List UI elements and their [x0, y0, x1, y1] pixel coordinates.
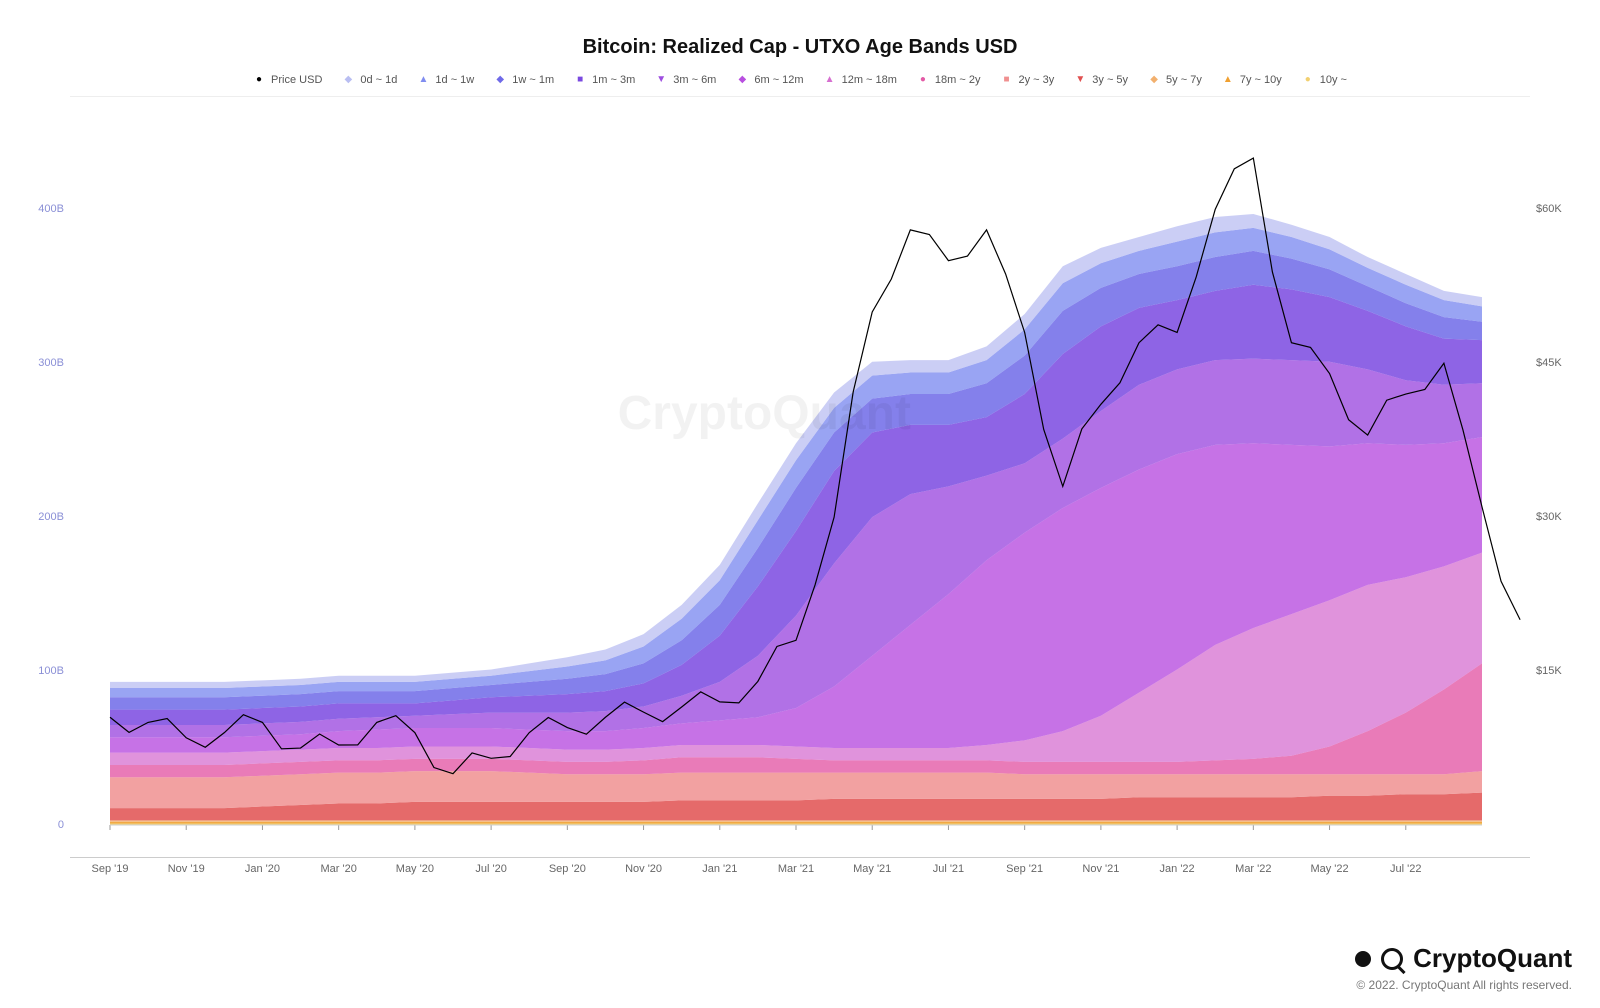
legend-item[interactable]: ◆1w ~ 1m	[494, 74, 554, 86]
footer: CryptoQuant © 2022. CryptoQuant All righ…	[1355, 943, 1572, 992]
legend-item[interactable]: ●18m ~ 2y	[917, 74, 981, 86]
x-tick: Jan '20	[245, 863, 280, 875]
legend-item[interactable]: ▼3y ~ 5y	[1074, 74, 1128, 86]
x-tick: May '22	[1310, 863, 1348, 875]
x-tick: Jan '21	[702, 863, 737, 875]
band-5y7y	[110, 820, 1482, 822]
band-7y10y	[110, 822, 1482, 824]
legend-item[interactable]: ■2y ~ 3y	[1000, 74, 1054, 86]
x-tick: Jul '21	[933, 863, 964, 875]
x-tick: May '20	[396, 863, 434, 875]
y-left-tick: 400B	[38, 203, 64, 215]
legend-item[interactable]: ●10y ~	[1302, 74, 1347, 86]
y-left-tick: 0	[58, 819, 64, 831]
x-tick: Nov '20	[625, 863, 662, 875]
legend-item[interactable]: ◆0d ~ 1d	[342, 74, 397, 86]
x-tick: Mar '22	[1235, 863, 1271, 875]
y-right-tick: $60K	[1536, 203, 1562, 215]
legend-item[interactable]: ■1m ~ 3m	[574, 74, 635, 86]
chart-area: CryptoQuant 0100B200B300B400B$15K$30K$45…	[70, 97, 1530, 858]
brand-name: CryptoQuant	[1413, 943, 1572, 974]
legend-item[interactable]: ◆5y ~ 7y	[1148, 74, 1202, 86]
copyright-text: © 2022. CryptoQuant All rights reserved.	[1355, 978, 1572, 992]
x-tick: Sep '21	[1006, 863, 1043, 875]
x-tick: Nov '21	[1082, 863, 1119, 875]
x-tick: Jul '20	[475, 863, 506, 875]
y-right-tick: $15K	[1536, 665, 1562, 677]
brand-logo: CryptoQuant	[1355, 943, 1572, 974]
legend-item[interactable]: ▲7y ~ 10y	[1222, 74, 1282, 86]
x-tick: Mar '20	[320, 863, 356, 875]
y-right-tick: $45K	[1536, 357, 1562, 369]
x-tick: Nov '19	[168, 863, 205, 875]
legend-item[interactable]: ▼3m ~ 6m	[655, 74, 716, 86]
x-tick: May '21	[853, 863, 891, 875]
x-tick: Sep '19	[92, 863, 129, 875]
x-tick: Jan '22	[1160, 863, 1195, 875]
legend-item[interactable]: ◆6m ~ 12m	[736, 74, 803, 86]
chart-title: Bitcoin: Realized Cap - UTXO Age Bands U…	[0, 0, 1600, 59]
legend-item[interactable]: ▲12m ~ 18m	[824, 74, 897, 86]
x-tick: Jul '22	[1390, 863, 1421, 875]
legend-item[interactable]: ▲1d ~ 1w	[417, 74, 474, 86]
y-left-tick: 100B	[38, 665, 64, 677]
y-left-tick: 200B	[38, 511, 64, 523]
x-tick: Mar '21	[778, 863, 814, 875]
y-right-tick: $30K	[1536, 511, 1562, 523]
legend-item[interactable]: ●Price USD	[253, 74, 322, 86]
x-tick: Sep '20	[549, 863, 586, 875]
chart-legend: ●Price USD ◆0d ~ 1d ▲1d ~ 1w ◆1w ~ 1m ■1m ~ …	[70, 59, 1530, 97]
y-left-tick: 300B	[38, 357, 64, 369]
